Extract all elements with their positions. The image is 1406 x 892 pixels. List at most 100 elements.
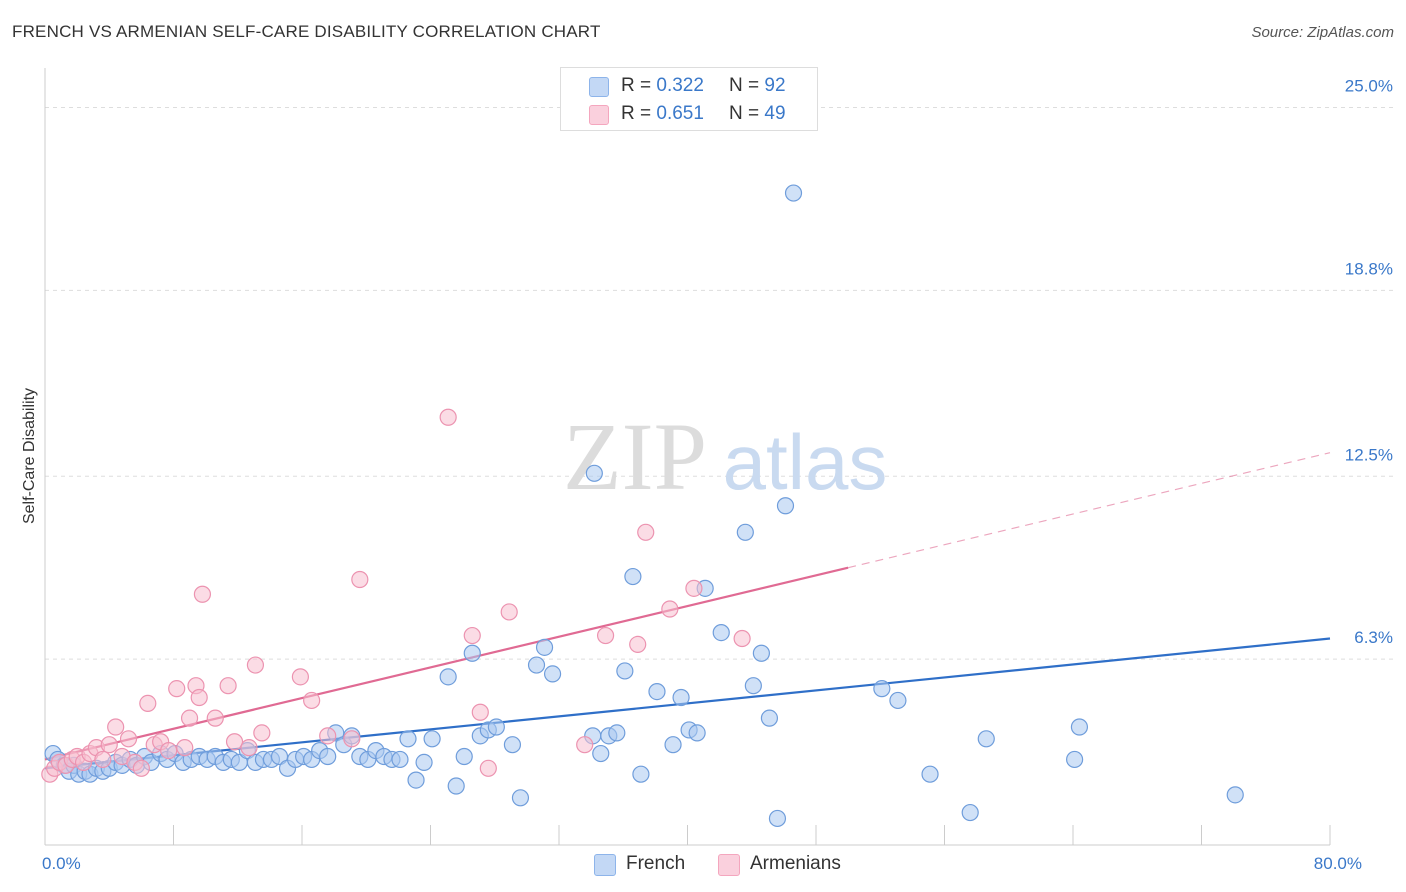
french-point bbox=[648, 682, 666, 701]
x-tick-label: 80.0% bbox=[1314, 854, 1362, 873]
french-point bbox=[961, 803, 979, 822]
armenian-point bbox=[637, 523, 655, 541]
armenian-point bbox=[100, 736, 118, 754]
legend-n-armenians: N = 49 bbox=[729, 103, 786, 125]
french-point bbox=[921, 765, 939, 783]
trend-lines bbox=[44, 452, 1331, 770]
french-point bbox=[487, 718, 505, 736]
legend-r-label: R = bbox=[621, 103, 652, 124]
y-axis-label: Self-Care Disability bbox=[21, 388, 38, 524]
french-point bbox=[712, 623, 730, 642]
french-trend-line bbox=[44, 637, 1331, 770]
french-point bbox=[511, 789, 530, 807]
armenian-trend-extension bbox=[847, 452, 1331, 569]
french-point bbox=[423, 730, 441, 748]
armenian-point bbox=[351, 570, 369, 589]
french-point bbox=[415, 753, 433, 772]
armenian-point bbox=[471, 703, 489, 721]
french-point bbox=[744, 677, 762, 695]
french-point bbox=[391, 750, 409, 769]
armenian-point bbox=[479, 759, 497, 777]
french-point bbox=[1226, 786, 1244, 804]
armenian-point bbox=[119, 730, 138, 748]
armenian-point bbox=[576, 736, 594, 754]
armenian-point bbox=[685, 579, 703, 597]
watermark-zip: ZIP bbox=[563, 403, 707, 510]
french-point bbox=[527, 656, 546, 674]
armenian-point bbox=[240, 739, 258, 757]
watermark-atlas: atlas bbox=[723, 418, 888, 506]
french-point bbox=[463, 644, 481, 662]
armenian-point bbox=[160, 741, 178, 760]
armenian-point bbox=[500, 603, 518, 621]
french-point bbox=[439, 668, 457, 686]
armenian-point bbox=[176, 739, 194, 757]
data-points bbox=[41, 184, 1244, 828]
french-point bbox=[672, 688, 690, 707]
armenian-point bbox=[253, 724, 271, 742]
french-point bbox=[455, 747, 473, 766]
french-point bbox=[760, 709, 779, 727]
y-tick-label: 25.0% bbox=[1345, 77, 1393, 96]
french-point bbox=[399, 730, 417, 748]
legend-n-value: 92 bbox=[764, 75, 786, 96]
french-point bbox=[776, 497, 795, 515]
french-point bbox=[664, 736, 682, 754]
french-point bbox=[543, 665, 562, 683]
armenian-point bbox=[596, 626, 615, 645]
armenian-point bbox=[303, 691, 321, 710]
bottom-legend-swatch-armenians bbox=[718, 854, 740, 876]
armenian-point bbox=[139, 694, 157, 713]
armenian-point bbox=[168, 680, 186, 698]
source-attribution: Source: ZipAtlas.com bbox=[1251, 24, 1394, 41]
legend-n-value: 49 bbox=[764, 103, 786, 124]
french-point bbox=[784, 184, 803, 202]
legend: R = 0.322 N = 92 R = 0.651 N = 49 bbox=[560, 67, 818, 131]
bottom-legend-label-french: French bbox=[626, 853, 686, 874]
armenian-point bbox=[246, 656, 265, 674]
armenian-point bbox=[219, 677, 237, 695]
french-point bbox=[1070, 718, 1089, 736]
armenian-point bbox=[132, 759, 150, 777]
y-tick-label: 18.8% bbox=[1345, 259, 1393, 278]
french-point bbox=[768, 809, 787, 828]
armenian-point bbox=[439, 408, 457, 426]
armenian-point bbox=[193, 585, 212, 603]
french-point bbox=[873, 680, 891, 698]
legend-n-french: N = 92 bbox=[729, 75, 786, 97]
legend-swatch-armenians bbox=[589, 105, 609, 125]
grid-lines bbox=[45, 107, 1395, 660]
armenian-trend-line bbox=[44, 566, 849, 761]
watermark: ZIP atlas bbox=[563, 403, 887, 510]
french-point bbox=[977, 730, 995, 748]
french-point bbox=[585, 464, 603, 482]
french-point bbox=[319, 747, 337, 766]
french-point bbox=[688, 724, 706, 742]
french-point bbox=[889, 691, 907, 710]
bottom-legend-swatch-french bbox=[594, 854, 616, 876]
legend-n-label: N = bbox=[729, 103, 760, 124]
french-point bbox=[535, 638, 554, 656]
armenian-point bbox=[629, 635, 647, 654]
x-tick-label: 0.0% bbox=[42, 854, 81, 873]
y-tick-label: 6.3% bbox=[1354, 628, 1393, 647]
french-point bbox=[616, 662, 634, 680]
chart-title: FRENCH VS ARMENIAN SELF-CARE DISABILITY … bbox=[12, 22, 601, 41]
french-point bbox=[1066, 750, 1084, 769]
armenian-point bbox=[343, 730, 361, 748]
french-point bbox=[752, 644, 770, 662]
french-point bbox=[503, 736, 522, 754]
armenian-point bbox=[94, 750, 112, 769]
french-point bbox=[407, 771, 425, 789]
axes bbox=[44, 68, 1331, 846]
armenian-point bbox=[733, 629, 751, 648]
armenian-point bbox=[180, 709, 199, 727]
armenian-point bbox=[107, 718, 125, 736]
french-point bbox=[632, 765, 650, 783]
legend-r-label: R = bbox=[621, 75, 652, 96]
french-point bbox=[592, 744, 610, 763]
armenian-point bbox=[319, 727, 337, 745]
bottom-legend-label-armenians: Armenians bbox=[750, 853, 841, 874]
legend-r-french: R = 0.322 bbox=[621, 75, 704, 97]
